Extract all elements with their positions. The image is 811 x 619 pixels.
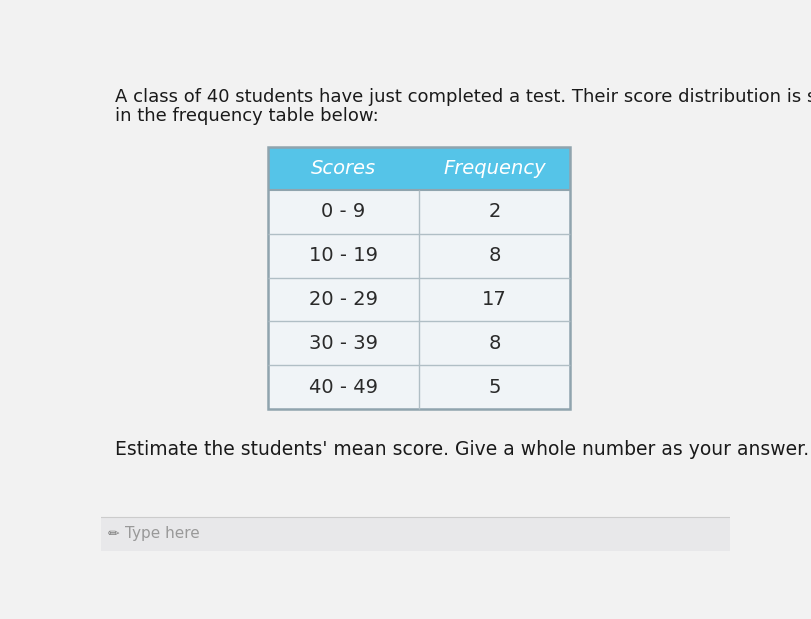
Bar: [268, 277, 419, 321]
Text: 30 - 39: 30 - 39: [309, 334, 378, 353]
Text: 2: 2: [488, 202, 501, 221]
Bar: [419, 233, 570, 277]
Text: Scores: Scores: [311, 159, 376, 178]
Bar: [268, 365, 419, 409]
Text: 8: 8: [488, 334, 501, 353]
Text: 8: 8: [488, 246, 501, 265]
Bar: [268, 147, 570, 409]
Text: 40 - 49: 40 - 49: [309, 378, 378, 397]
Bar: [419, 365, 570, 409]
Text: 10 - 19: 10 - 19: [309, 246, 378, 265]
Text: 0 - 9: 0 - 9: [321, 202, 366, 221]
Bar: [268, 321, 419, 365]
Text: Frequency: Frequency: [444, 159, 546, 178]
Text: 17: 17: [483, 290, 507, 309]
Text: Type here: Type here: [125, 527, 200, 542]
Text: 20 - 29: 20 - 29: [309, 290, 378, 309]
Bar: [268, 233, 419, 277]
Text: 5: 5: [488, 378, 501, 397]
Bar: [419, 190, 570, 233]
Bar: [101, 517, 730, 551]
Bar: [268, 147, 570, 190]
Bar: [419, 321, 570, 365]
Bar: [268, 190, 419, 233]
Text: A class of 40 students have just completed a test. Their score distribution is s: A class of 40 students have just complet…: [115, 88, 811, 106]
Text: ✏: ✏: [108, 527, 119, 541]
Text: Estimate the students' mean score. Give a whole number as your answer.: Estimate the students' mean score. Give …: [115, 440, 809, 459]
Bar: [419, 277, 570, 321]
Text: in the frequency table below:: in the frequency table below:: [115, 107, 379, 126]
